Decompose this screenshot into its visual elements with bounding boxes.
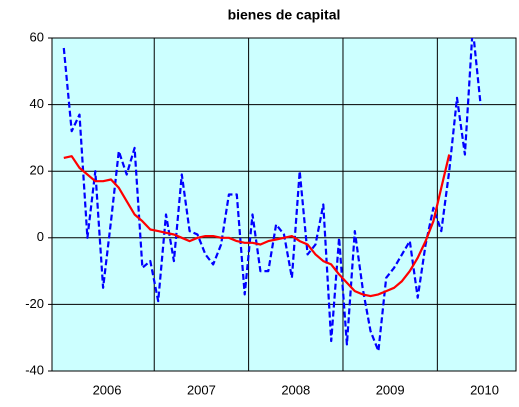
chart-title: bienes de capital [228, 7, 341, 23]
plot-area [52, 38, 516, 371]
x-tick-label: 2008 [281, 382, 310, 397]
plot-border [51, 37, 517, 372]
y-tick-label: 60 [30, 29, 44, 44]
y-tick-label: 0 [37, 229, 44, 244]
plot-lines [62, 38, 482, 353]
y-tick-label: 20 [30, 163, 44, 178]
x-tick-label: 2010 [470, 382, 499, 397]
y-tick-label: -20 [25, 296, 44, 311]
y-tick-label: -40 [25, 362, 44, 377]
x-tick-label: 2009 [376, 382, 405, 397]
x-tick-label: 2007 [187, 382, 216, 397]
x-tick-label: 2006 [93, 382, 122, 397]
y-tick-label: 40 [30, 96, 44, 111]
series-line [62, 38, 482, 353]
series-line [63, 154, 451, 298]
